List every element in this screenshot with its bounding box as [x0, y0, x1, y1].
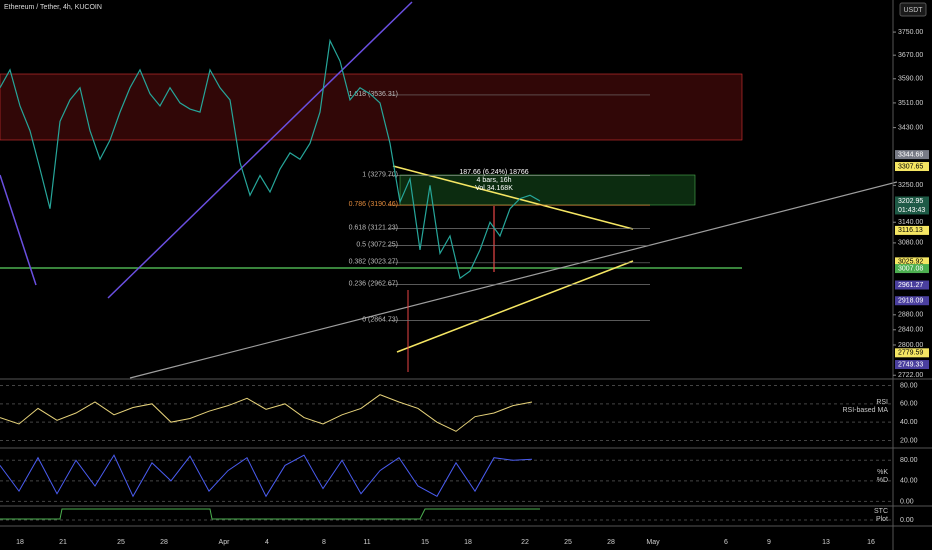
- fib-label: 0.786 (3190.46): [349, 201, 398, 208]
- stoch-line: [0, 454, 533, 498]
- pane-label: %D: [877, 477, 888, 484]
- pane-label: Plot: [876, 516, 888, 523]
- price-badge-label: 3007.08: [898, 265, 923, 272]
- price-badge-label: 3307.65: [898, 163, 923, 170]
- fib-label: 1 (3279.70): [362, 171, 398, 178]
- price-badge: [895, 196, 929, 215]
- countdown: 01:43:43: [898, 207, 925, 214]
- date-label: 21: [59, 539, 67, 546]
- price-tick-label: 2800.00: [898, 342, 923, 349]
- triangle-lower: [396, 260, 634, 353]
- price-badge-label: 3202.95: [898, 198, 923, 205]
- date-label: 9: [767, 539, 771, 546]
- rsi-line: [0, 394, 533, 432]
- price-badge: [895, 257, 929, 267]
- pane-label: RSI-based MA: [842, 407, 888, 414]
- price-badge: [895, 280, 929, 290]
- price-tick-label: 3250.00: [898, 182, 923, 189]
- date-label: 4: [265, 539, 269, 546]
- pane-tick-label: 80.00: [900, 382, 918, 389]
- price-tick-label: 3430.00: [898, 124, 923, 131]
- channel-line: [107, 1, 413, 299]
- date-label: 28: [607, 539, 615, 546]
- measure-label: 4 bars, 16h: [476, 177, 511, 184]
- price-badge: [895, 225, 929, 235]
- price-badge-label: 2779.59: [898, 350, 923, 357]
- pane-tick-label: 80.00: [900, 457, 918, 464]
- measure-label: 187.66 (6.24%) 18766: [459, 169, 528, 176]
- price-tick-label: 3140.00: [898, 219, 923, 226]
- date-label: 28: [160, 539, 168, 546]
- stc-line: [0, 508, 540, 520]
- price-badge: [895, 150, 929, 160]
- pane-tick-label: 20.00: [900, 437, 918, 444]
- pane-tick-label: 60.00: [900, 401, 918, 408]
- date-label: 15: [421, 539, 429, 546]
- pane-tick-label: 0.00: [900, 498, 914, 505]
- currency-label[interactable]: USDT: [903, 7, 923, 14]
- date-label: 11: [363, 539, 370, 546]
- pane-tick-label: 40.00: [900, 478, 918, 485]
- price-tick-label: 3510.00: [898, 100, 923, 107]
- fib-label: 0.5 (3072.25): [356, 241, 398, 248]
- price-tick-label: 3670.00: [898, 52, 923, 59]
- date-label: 13: [822, 539, 830, 546]
- price-badge-label: 2961.27: [898, 282, 923, 289]
- price-badge: [895, 296, 929, 306]
- price-tick-label: 2880.00: [898, 312, 923, 319]
- price-tick-label: 2722.00: [898, 372, 923, 379]
- date-label: 16: [867, 539, 875, 546]
- chart-title: Ethereum / Tether, 4h, KUCOIN: [4, 4, 102, 11]
- date-label: 22: [521, 539, 529, 546]
- fib-label: 0.382 (3023.27): [349, 259, 398, 266]
- fib-label: 0 (2864.73): [362, 316, 398, 323]
- price-badge-label: 2749.33: [898, 361, 923, 368]
- fib-label: 1.618 (3536.31): [349, 91, 398, 98]
- date-label: 25: [564, 539, 572, 546]
- pane-tick-label: 40.00: [900, 419, 918, 426]
- currency-button[interactable]: [899, 2, 927, 17]
- price-tick-label: 3590.00: [898, 76, 923, 83]
- channel-line: [0, 174, 37, 286]
- price-badge: [895, 264, 929, 274]
- price-line: [0, 38, 541, 280]
- price-badge: [895, 360, 929, 370]
- trend-line: [129, 181, 898, 379]
- price-tick-label: 3080.00: [898, 240, 923, 247]
- fib-label: 0.236 (2962.67): [349, 280, 398, 287]
- price-tick-label: 3750.00: [898, 29, 923, 36]
- date-label: 18: [16, 539, 24, 546]
- date-label: 6: [724, 539, 728, 546]
- date-label: 8: [322, 539, 326, 546]
- triangle-upper: [392, 165, 634, 230]
- resistance-zone: [0, 73, 743, 141]
- pane-label: RSI: [876, 399, 888, 406]
- pane-label: STC: [874, 508, 888, 515]
- date-label: Apr: [219, 539, 231, 546]
- date-label: May: [646, 539, 660, 546]
- date-label: 25: [117, 539, 125, 546]
- price-badge-label: 3025.92: [898, 259, 923, 266]
- pane-label: %K: [877, 469, 888, 476]
- price-badge-label: 3344.68: [898, 151, 923, 158]
- pane-tick-label: 0.00: [900, 517, 914, 524]
- price-badge: [895, 162, 929, 172]
- price-badge: [895, 348, 929, 358]
- date-label: 18: [464, 539, 472, 546]
- price-badge-label: 2918.09: [898, 298, 923, 305]
- fib-label: 0.618 (3121.23): [349, 224, 398, 231]
- measure-label: Vol 34.168K: [475, 185, 513, 192]
- price-tick-label: 2840.00: [898, 327, 923, 334]
- price-badge-label: 3116.13: [898, 227, 923, 234]
